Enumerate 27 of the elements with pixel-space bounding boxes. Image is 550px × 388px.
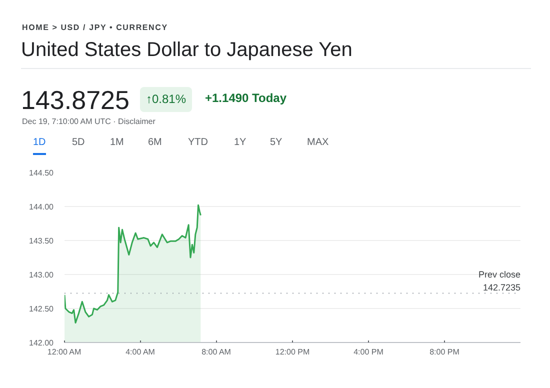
text: ↑0.81%: [140, 87, 192, 112]
text: MAX: [307, 136, 329, 150]
text: YTD: [188, 136, 208, 150]
text: 6M: [148, 136, 162, 150]
y-tick-label: 142.00: [29, 338, 54, 348]
ref-line-label: Prev close 142.7235: [478, 269, 521, 292]
text: +1.1490 Today: [205, 90, 286, 107]
y-tick-label: 144.00: [29, 202, 54, 212]
x-tick-label: 4:00 AM: [126, 348, 156, 356]
text: 1D: [33, 136, 46, 156]
y-tick-label: 143.00: [29, 270, 54, 280]
chart-title: United States Dollar to Japanese Yen: [21, 38, 352, 63]
text: 1M: [110, 136, 124, 150]
y-tick-label: 142.50: [29, 304, 54, 314]
y-tick-label: 144.50: [29, 168, 54, 178]
x-tick-label: 8:00 PM: [430, 348, 460, 356]
x-tick-label: 12:00 PM: [275, 348, 310, 356]
y-tick-label: 143.50: [29, 236, 54, 246]
text: 1Y: [234, 136, 246, 150]
x-tick-label: 4:00 PM: [354, 348, 384, 356]
text: 5D: [72, 136, 85, 150]
chart-subtitle: HOME > USD / JPY • CURRENCY: [22, 22, 168, 34]
text: 5Y: [270, 136, 282, 150]
text: Dec 19, 7:10:00 AM UTC · Disclaimer: [22, 116, 156, 128]
text: 143.8725: [21, 85, 130, 115]
x-tick-label: 8:00 AM: [202, 348, 232, 356]
x-tick-label: 12:00 AM: [47, 348, 82, 356]
